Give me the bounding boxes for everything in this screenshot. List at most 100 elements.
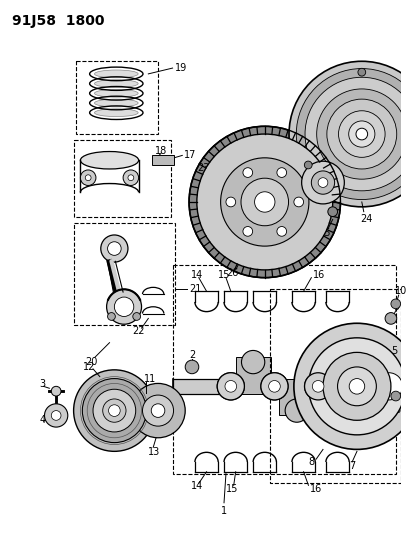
Circle shape bbox=[296, 69, 409, 199]
Text: 1: 1 bbox=[220, 505, 227, 515]
Circle shape bbox=[243, 168, 252, 177]
Circle shape bbox=[108, 405, 120, 416]
Circle shape bbox=[107, 312, 115, 320]
Text: 11: 11 bbox=[143, 374, 155, 384]
Text: 9: 9 bbox=[393, 302, 399, 312]
Text: 20: 20 bbox=[85, 357, 97, 367]
Circle shape bbox=[288, 61, 409, 207]
Circle shape bbox=[189, 126, 339, 278]
Circle shape bbox=[355, 381, 367, 392]
Circle shape bbox=[133, 312, 140, 320]
Circle shape bbox=[217, 373, 244, 400]
Circle shape bbox=[130, 383, 185, 438]
Circle shape bbox=[304, 373, 331, 400]
Circle shape bbox=[51, 386, 61, 396]
Ellipse shape bbox=[94, 90, 138, 97]
Text: 12: 12 bbox=[83, 362, 95, 372]
Circle shape bbox=[243, 227, 252, 236]
Circle shape bbox=[375, 373, 402, 400]
Text: 22: 22 bbox=[132, 326, 144, 336]
Circle shape bbox=[316, 89, 406, 179]
Circle shape bbox=[390, 391, 400, 401]
Circle shape bbox=[347, 373, 375, 400]
Circle shape bbox=[268, 381, 280, 392]
Ellipse shape bbox=[80, 151, 138, 169]
Text: 14: 14 bbox=[191, 481, 203, 491]
Circle shape bbox=[142, 395, 173, 426]
Text: 23: 23 bbox=[196, 163, 209, 173]
Circle shape bbox=[304, 373, 331, 400]
Circle shape bbox=[260, 373, 288, 400]
Circle shape bbox=[51, 410, 61, 421]
Circle shape bbox=[276, 168, 286, 177]
Circle shape bbox=[337, 367, 375, 406]
Circle shape bbox=[308, 338, 405, 435]
Text: 15: 15 bbox=[218, 270, 230, 280]
Circle shape bbox=[284, 399, 308, 422]
Ellipse shape bbox=[94, 80, 138, 87]
Circle shape bbox=[151, 404, 164, 417]
Circle shape bbox=[347, 373, 375, 400]
Text: 2: 2 bbox=[189, 350, 195, 360]
Text: 21: 21 bbox=[189, 284, 201, 294]
Text: 4: 4 bbox=[40, 415, 46, 425]
Text: 17: 17 bbox=[184, 150, 196, 160]
Circle shape bbox=[128, 175, 133, 181]
Circle shape bbox=[317, 177, 327, 188]
Circle shape bbox=[74, 370, 155, 451]
Circle shape bbox=[196, 134, 332, 270]
Circle shape bbox=[85, 175, 91, 181]
Circle shape bbox=[303, 161, 311, 169]
Circle shape bbox=[136, 401, 156, 421]
Circle shape bbox=[301, 161, 344, 204]
Circle shape bbox=[367, 365, 409, 408]
Bar bbox=[235, 357, 270, 394]
Text: 27: 27 bbox=[301, 155, 313, 165]
Text: 10: 10 bbox=[394, 286, 406, 296]
Text: 3: 3 bbox=[40, 379, 46, 390]
Bar bbox=[279, 378, 313, 415]
Bar bbox=[75, 61, 157, 134]
Circle shape bbox=[185, 360, 198, 374]
Circle shape bbox=[93, 389, 135, 432]
Circle shape bbox=[310, 171, 334, 194]
Circle shape bbox=[225, 381, 236, 392]
Bar bbox=[74, 223, 175, 325]
Text: 19: 19 bbox=[174, 63, 187, 73]
Text: 15: 15 bbox=[225, 484, 238, 494]
Circle shape bbox=[390, 299, 400, 309]
Circle shape bbox=[260, 373, 288, 400]
Ellipse shape bbox=[94, 99, 138, 107]
Circle shape bbox=[80, 170, 96, 185]
Bar bbox=[172, 378, 225, 394]
Text: 6: 6 bbox=[394, 405, 400, 415]
Circle shape bbox=[348, 378, 364, 394]
Text: 16: 16 bbox=[312, 270, 325, 280]
Text: 5: 5 bbox=[390, 346, 396, 357]
Circle shape bbox=[123, 170, 138, 185]
Bar bbox=[322, 357, 357, 394]
Circle shape bbox=[106, 289, 141, 324]
Circle shape bbox=[114, 297, 133, 317]
Circle shape bbox=[254, 192, 274, 212]
Circle shape bbox=[82, 378, 146, 442]
Circle shape bbox=[293, 197, 303, 207]
Circle shape bbox=[326, 99, 396, 169]
Bar bbox=[172, 265, 395, 474]
Text: 8: 8 bbox=[308, 457, 314, 467]
Text: 16: 16 bbox=[310, 484, 322, 494]
Circle shape bbox=[45, 404, 67, 427]
Circle shape bbox=[101, 235, 128, 262]
Circle shape bbox=[241, 350, 264, 374]
Circle shape bbox=[327, 207, 337, 216]
Text: 13: 13 bbox=[148, 447, 160, 457]
Circle shape bbox=[293, 324, 409, 449]
Circle shape bbox=[384, 312, 396, 324]
Circle shape bbox=[217, 373, 244, 400]
Circle shape bbox=[103, 399, 126, 422]
Circle shape bbox=[328, 350, 351, 374]
Text: 25: 25 bbox=[317, 228, 330, 238]
Circle shape bbox=[276, 227, 286, 236]
Ellipse shape bbox=[94, 70, 138, 78]
Circle shape bbox=[107, 242, 121, 255]
